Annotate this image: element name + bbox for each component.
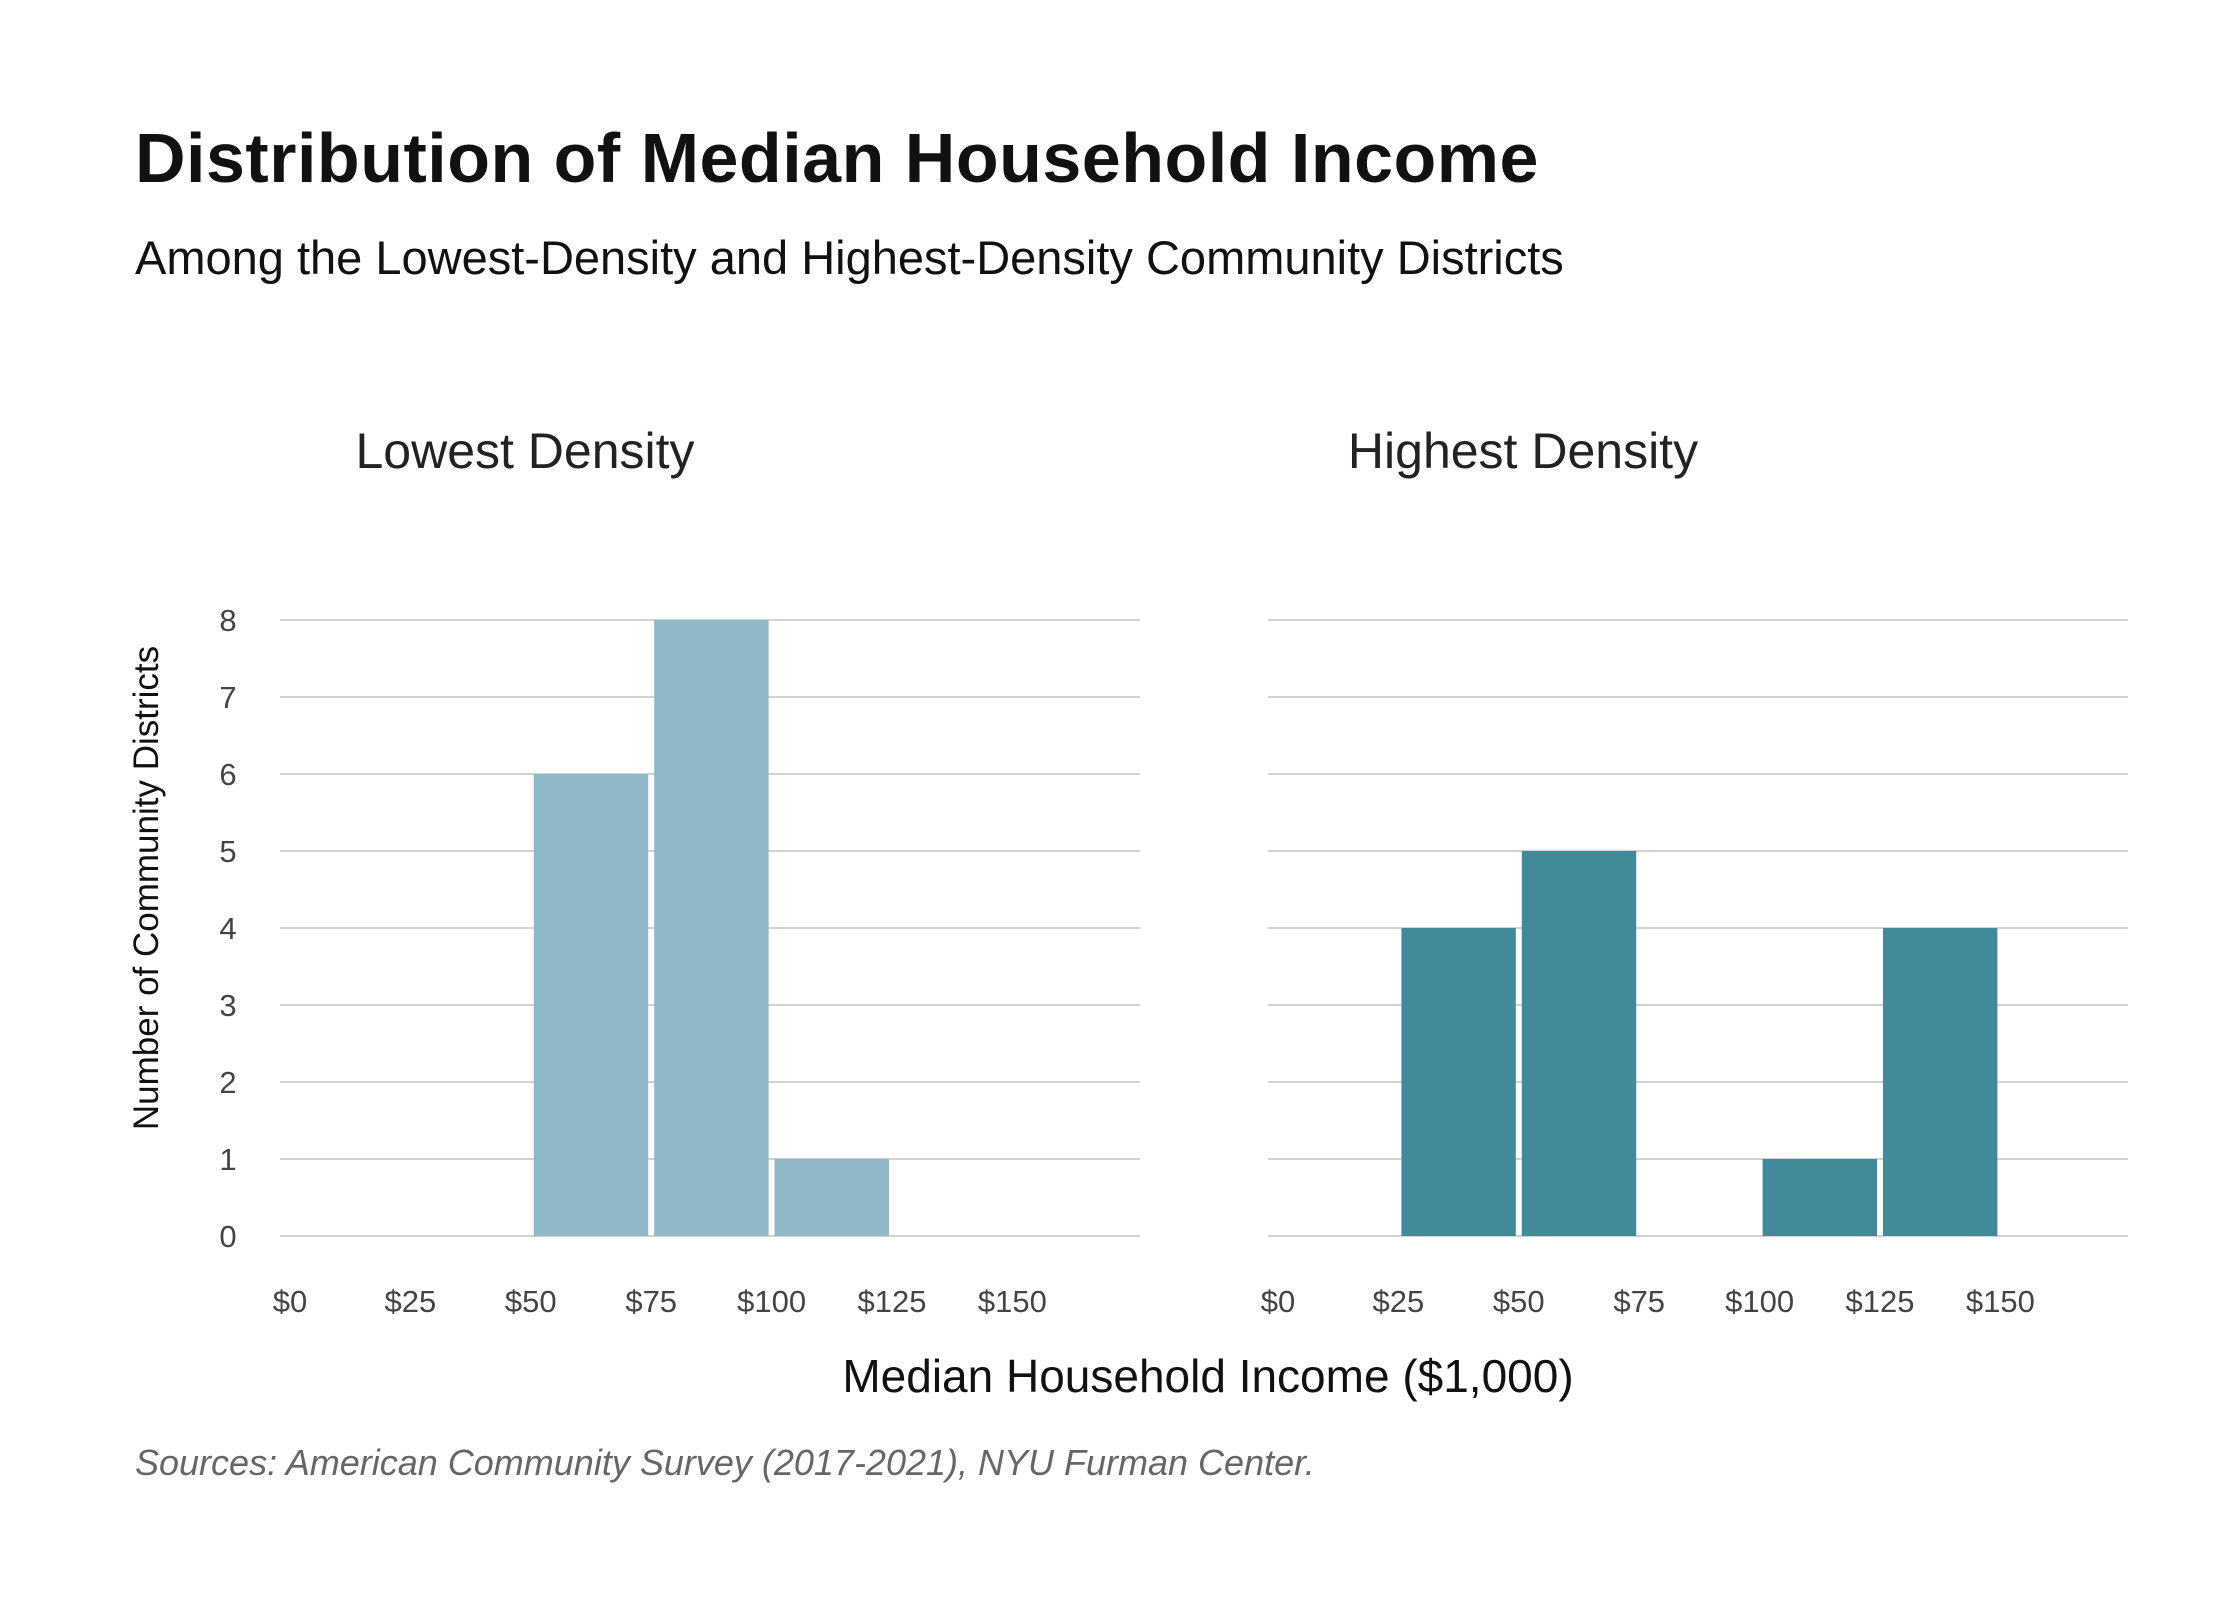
x-tick-label: $25 — [385, 1284, 437, 1319]
x-tick-label: $75 — [625, 1284, 677, 1319]
histogram-bar — [1762, 1159, 1877, 1236]
y-axis-title: Number of Community Districts — [127, 646, 166, 1130]
histogram-bar — [1401, 928, 1516, 1236]
x-axis-title: Median Household Income ($1,000) — [842, 1350, 1573, 1402]
panel-title: Lowest Density — [355, 423, 694, 479]
histogram-bar — [774, 1159, 889, 1236]
x-tick-label: $125 — [858, 1284, 927, 1319]
x-tick-label: $25 — [1373, 1284, 1425, 1319]
histogram-bar — [654, 620, 769, 1236]
y-tick-label: 0 — [219, 1219, 236, 1254]
x-tick-label: $75 — [1613, 1284, 1665, 1319]
panel-lowest-density: Lowest Density 0 1 2 3 4 5 6 7 8 $0 $25 $50 $75 $100 $1… — [219, 423, 1140, 1319]
y-tick-label: 3 — [219, 988, 236, 1023]
x-tick-label: $50 — [1493, 1284, 1545, 1319]
x-tick-label: $150 — [978, 1284, 1047, 1319]
x-tick-label: $0 — [273, 1284, 307, 1319]
panel-highest-density: Highest Density $0 $25 $50 $75 $100 $125 $150 — [1261, 423, 2128, 1319]
histogram-bar — [1883, 928, 1998, 1236]
x-tick-label: $0 — [1261, 1284, 1295, 1319]
x-tick-label: $100 — [737, 1284, 806, 1319]
x-tick-label: $50 — [505, 1284, 557, 1319]
panel-title: Highest Density — [1348, 423, 1698, 479]
histogram-bar — [533, 774, 649, 1236]
x-tick-label: $125 — [1846, 1284, 1915, 1319]
x-tick-label: $100 — [1725, 1284, 1794, 1319]
x-tick-label: $150 — [1966, 1284, 2035, 1319]
histogram-bar — [1521, 851, 1637, 1236]
y-tick-label: 6 — [219, 757, 236, 792]
source-note: Sources: American Community Survey (2017… — [135, 1442, 1315, 1483]
y-tick-label: 1 — [219, 1142, 236, 1177]
y-tick-label: 7 — [219, 680, 236, 715]
y-tick-label: 5 — [219, 834, 236, 869]
chart-title: Distribution of Median Household Income — [135, 119, 1539, 197]
y-tick-label: 4 — [219, 911, 236, 946]
panels-layer: Lowest Density 0 1 2 3 4 5 6 7 8 $0 $25 $50 $75 $100 $1… — [219, 423, 2128, 1319]
y-tick-label: 8 — [219, 603, 236, 638]
y-tick-label: 2 — [219, 1065, 236, 1100]
chart-subtitle: Among the Lowest-Density and Highest-Den… — [135, 231, 1564, 284]
